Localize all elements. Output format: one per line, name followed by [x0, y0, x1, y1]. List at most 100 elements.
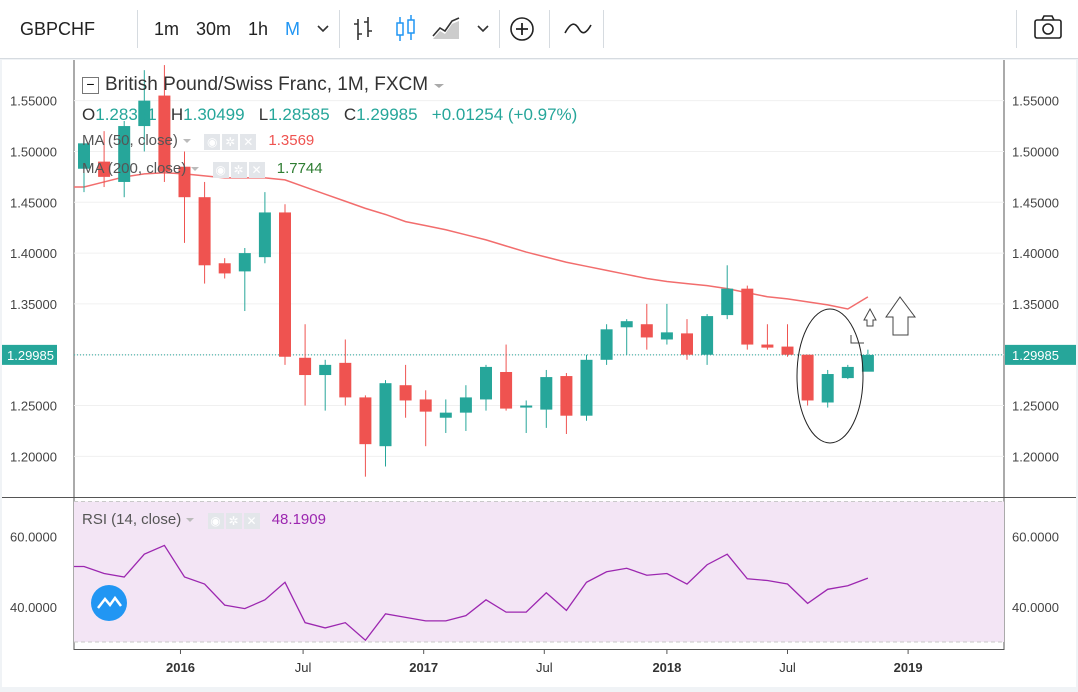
candle-body[interactable]	[439, 412, 452, 418]
y-tick-label-left: 1.40000	[10, 246, 57, 261]
chart-legend: − British Pound/Swiss Franc, 1M, FXCM	[82, 74, 445, 96]
add-indicator-icon[interactable]	[508, 0, 536, 58]
price-chart[interactable]: 1.55000 1.55000 1.50000 1.50000 1.45000 1.450…	[2, 60, 1076, 687]
top-toolbar: GBPCHF 1m 30m 1h M	[0, 0, 1078, 59]
candle-body[interactable]	[801, 354, 814, 401]
candle-body[interactable]	[118, 126, 131, 182]
candle-body[interactable]	[238, 253, 251, 272]
candle-body[interactable]	[279, 212, 291, 357]
ma50-label: MA (50, close)	[82, 132, 178, 149]
candle-body[interactable]	[419, 399, 432, 412]
ma50-line	[74, 172, 869, 310]
chevron-down-icon[interactable]	[182, 136, 192, 146]
candle-body[interactable]	[600, 329, 613, 360]
close-icon[interactable]: ✕	[240, 133, 257, 150]
candle-body[interactable]	[560, 376, 573, 416]
chevron-down-icon[interactable]	[433, 80, 445, 92]
candles-icon[interactable]	[394, 0, 418, 58]
chevron-down-icon[interactable]	[185, 515, 195, 525]
candle-body[interactable]	[620, 321, 633, 328]
close-icon[interactable]: ✕	[248, 161, 265, 178]
gear-icon[interactable]: ✲	[225, 512, 242, 529]
rsi-source-icon[interactable]	[91, 585, 127, 621]
candle-body[interactable]	[761, 344, 774, 348]
gear-icon[interactable]: ✲	[222, 133, 239, 150]
ma50-value: 1.3569	[268, 132, 315, 149]
annotation-line	[850, 335, 864, 344]
close-label: C	[343, 105, 357, 124]
candle-body[interactable]	[701, 316, 714, 355]
candle-body[interactable]	[339, 362, 352, 398]
current-price-label-left: 1.29985	[7, 348, 54, 363]
compare-icon[interactable]	[563, 0, 593, 58]
candle-body[interactable]	[399, 385, 412, 401]
candle-body[interactable]	[459, 397, 472, 413]
candle-body[interactable]	[480, 366, 492, 400]
timeframe-1h[interactable]: 1h	[248, 19, 269, 39]
y-tick-label-left: 1.20000	[10, 449, 57, 464]
y-tick-label-right: 1.25000	[1012, 399, 1059, 414]
candle-body[interactable]	[660, 332, 673, 340]
timeframe-1m[interactable]: 1m	[154, 19, 180, 39]
toolbar-divider	[339, 10, 340, 48]
arrow-up-small-icon[interactable]	[863, 307, 877, 327]
rsi-line	[74, 544, 869, 642]
chart-container[interactable]: 1.55000 1.55000 1.50000 1.50000 1.45000 1.450…	[2, 60, 1076, 687]
candle-body[interactable]	[319, 364, 332, 376]
candle-body[interactable]	[640, 324, 653, 338]
chevron-down-icon[interactable]	[190, 164, 200, 174]
highlight-ellipse[interactable]	[796, 308, 864, 444]
candle-body[interactable]	[540, 377, 553, 410]
timeframe-30m[interactable]: 30m	[196, 19, 232, 39]
candle-body[interactable]	[741, 288, 754, 345]
chevron-down-icon[interactable]	[316, 0, 330, 58]
candle-body[interactable]	[359, 397, 372, 445]
eye-icon[interactable]: ◉	[204, 133, 221, 150]
candle-body[interactable]	[580, 359, 593, 416]
bar-chart-icon[interactable]	[352, 0, 376, 58]
y-tick-label-right: 1.35000	[1012, 297, 1059, 312]
chevron-down-icon[interactable]	[476, 0, 490, 58]
candle-body[interactable]	[138, 100, 151, 127]
candle-body[interactable]	[781, 346, 794, 355]
rsi-tick-label-right: 60.0000	[1012, 530, 1059, 545]
y-tick-label-left: 1.50000	[10, 144, 57, 159]
y-tick-label-left: 1.25000	[10, 399, 57, 414]
candle-body[interactable]	[500, 371, 513, 409]
candle-body[interactable]	[299, 357, 312, 376]
candle-body[interactable]	[218, 263, 231, 274]
y-tick-label-right: 1.40000	[1012, 246, 1059, 261]
candle-body[interactable]	[841, 366, 854, 379]
eye-icon[interactable]: ◉	[212, 161, 229, 178]
open-label: O	[82, 105, 96, 124]
gear-icon[interactable]: ✲	[230, 161, 247, 178]
candle-body[interactable]	[861, 354, 874, 372]
toolbar-divider	[137, 10, 138, 48]
candle-body[interactable]	[379, 383, 392, 447]
x-tick-label: 2016	[166, 660, 195, 675]
candle-body[interactable]	[520, 405, 533, 408]
candle-body[interactable]	[681, 333, 693, 355]
collapse-legend-icon[interactable]: −	[82, 77, 99, 95]
candle-body[interactable]	[178, 166, 191, 198]
timeframe-month[interactable]: M	[285, 19, 300, 39]
candle-body[interactable]	[78, 143, 90, 169]
area-chart-icon[interactable]	[431, 0, 461, 58]
eye-icon[interactable]: ◉	[207, 512, 224, 529]
current-price-tag-left	[2, 344, 57, 365]
candle-body[interactable]	[198, 197, 211, 266]
toolbar-divider	[499, 10, 500, 48]
candle-body[interactable]	[98, 161, 111, 177]
candle-body[interactable]	[821, 374, 834, 403]
high-label: H	[170, 105, 184, 124]
symbol-search[interactable]: GBPCHF	[20, 19, 96, 39]
close-value: 1.29985	[356, 105, 418, 124]
arrow-up-large-icon[interactable]	[885, 296, 916, 336]
candle-body[interactable]	[158, 95, 171, 172]
open-value: 1.28331	[95, 105, 157, 124]
camera-icon[interactable]	[1033, 0, 1063, 58]
x-tick-label: Jul	[536, 660, 553, 675]
candle-body[interactable]	[721, 288, 734, 316]
candle-body[interactable]	[258, 212, 271, 258]
close-icon[interactable]: ✕	[243, 512, 260, 529]
